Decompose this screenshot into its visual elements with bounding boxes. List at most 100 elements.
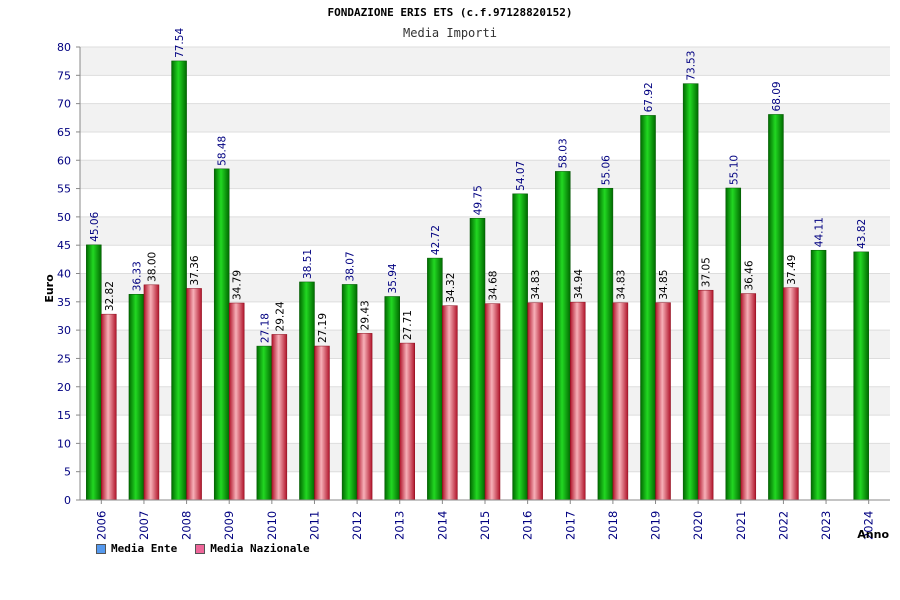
data-label-media-ente-2015: 49.75 xyxy=(473,185,485,215)
y-tick-label: 10 xyxy=(57,437,71,450)
bar-media-ente-2021 xyxy=(725,187,742,501)
bar-media-nazionale-2007 xyxy=(143,284,160,501)
grid-band xyxy=(80,47,890,76)
x-tick-label-2024: 2024 xyxy=(862,511,876,540)
x-tick-label-2015: 2015 xyxy=(478,511,492,540)
data-label-media-ente-2021: 55.10 xyxy=(728,155,740,185)
data-label-media-nazionale-2011: 27.19 xyxy=(317,313,329,343)
bar-media-nazionale-2009 xyxy=(228,302,245,501)
bar-media-ente-2015 xyxy=(469,218,486,501)
x-tick-label-2009: 2009 xyxy=(222,511,236,540)
legend-swatch-media-nazionale xyxy=(195,543,206,554)
data-label-media-nazionale-2020: 37.05 xyxy=(701,257,713,287)
data-label-media-ente-2019: 67.92 xyxy=(643,82,655,112)
bar-media-ente-2024 xyxy=(853,251,869,501)
legend-item-media-nazionale: Media Nazionale xyxy=(195,542,310,555)
y-tick-label: 70 xyxy=(57,98,71,111)
bar-media-nazionale-2006 xyxy=(101,313,117,501)
data-label-media-ente-2024: 43.82 xyxy=(856,219,868,249)
bar-media-ente-2007 xyxy=(128,294,145,501)
data-label-media-nazionale-2019: 34.85 xyxy=(658,270,670,300)
data-label-media-ente-2012: 38.07 xyxy=(345,251,357,281)
bar-media-ente-2017 xyxy=(555,171,571,501)
x-tick-label-2021: 2021 xyxy=(734,511,748,540)
y-tick-label: 60 xyxy=(57,154,71,167)
y-tick-label: 30 xyxy=(57,324,71,337)
data-label-media-nazionale-2021: 36.46 xyxy=(743,260,755,290)
x-tick-label-2018: 2018 xyxy=(606,511,620,540)
x-tick-label-2014: 2014 xyxy=(435,511,449,540)
x-tick-label-2007: 2007 xyxy=(137,511,151,540)
data-label-media-ente-2010: 27.18 xyxy=(259,313,271,343)
bar-media-nazionale-2014 xyxy=(442,305,458,501)
bar-media-nazionale-2013 xyxy=(399,342,415,501)
chart-subtitle: Media Importi xyxy=(403,26,497,40)
legend-item-media-ente: Media Ente xyxy=(96,542,177,555)
x-tick-label-2010: 2010 xyxy=(265,511,279,540)
x-tick-label-2017: 2017 xyxy=(563,511,577,540)
bar-media-ente-2016 xyxy=(512,193,528,501)
bar-media-nazionale-2018 xyxy=(612,302,629,501)
x-tick-label-2020: 2020 xyxy=(691,511,705,540)
bar-media-ente-2013 xyxy=(384,296,400,501)
data-label-media-nazionale-2018: 34.83 xyxy=(615,270,627,300)
y-tick-label: 25 xyxy=(57,352,71,365)
chart-title: FONDAZIONE ERIS ETS (c.f.97128820152) xyxy=(327,6,573,19)
y-tick-label: 65 xyxy=(57,126,71,139)
y-tick-label: 80 xyxy=(57,41,71,54)
bar-media-ente-2008 xyxy=(171,60,187,501)
bar-media-nazionale-2016 xyxy=(527,302,543,501)
y-tick-label: 20 xyxy=(57,381,71,394)
x-tick-label-2016: 2016 xyxy=(521,511,535,540)
bar-media-nazionale-2019 xyxy=(655,302,671,501)
data-label-media-nazionale-2017: 34.94 xyxy=(573,269,585,299)
data-label-media-nazionale-2006: 32.82 xyxy=(104,281,116,311)
bar-media-nazionale-2008 xyxy=(186,288,202,501)
grid-band xyxy=(80,103,890,132)
bar-media-ente-2010 xyxy=(256,345,273,501)
bar-media-ente-2011 xyxy=(299,281,315,501)
y-tick-label: 35 xyxy=(57,296,71,309)
data-label-media-nazionale-2009: 34.79 xyxy=(232,270,244,300)
legend: Media Ente Media Nazionale xyxy=(96,542,310,555)
x-tick-label-2006: 2006 xyxy=(94,511,108,540)
y-axis-title: Euro xyxy=(43,274,56,303)
y-tick-label: 5 xyxy=(64,466,71,479)
bar-media-nazionale-2012 xyxy=(356,333,373,501)
legend-label-media-nazionale: Media Nazionale xyxy=(210,542,310,555)
data-label-media-ente-2017: 58.03 xyxy=(558,138,570,168)
bar-media-nazionale-2020 xyxy=(697,289,714,501)
x-tick-label-2008: 2008 xyxy=(180,511,194,540)
x-axis-title: Anno xyxy=(857,528,889,541)
data-label-media-nazionale-2007: 38.00 xyxy=(146,252,158,282)
x-tick-label-2013: 2013 xyxy=(393,511,407,540)
data-label-media-ente-2009: 58.48 xyxy=(217,136,229,166)
data-label-media-ente-2018: 55.06 xyxy=(600,155,612,185)
y-tick-label: 75 xyxy=(57,69,71,82)
x-tick-label-2011: 2011 xyxy=(307,511,321,540)
bar-media-ente-2022 xyxy=(768,114,784,501)
bar-media-nazionale-2011 xyxy=(314,345,330,501)
data-label-media-ente-2011: 38.51 xyxy=(302,249,314,279)
data-label-media-nazionale-2012: 29.43 xyxy=(360,300,372,330)
data-label-media-ente-2007: 36.33 xyxy=(131,261,143,291)
data-label-media-nazionale-2008: 37.36 xyxy=(189,255,201,285)
legend-swatch-media-ente xyxy=(96,543,106,554)
data-label-media-nazionale-2010: 29.24 xyxy=(274,301,286,331)
bar-media-ente-2009 xyxy=(213,168,230,501)
data-label-media-ente-2022: 68.09 xyxy=(771,81,783,111)
data-label-media-ente-2023: 44.11 xyxy=(814,217,826,247)
data-label-media-ente-2020: 73.53 xyxy=(686,51,698,81)
data-label-media-ente-2013: 35.94 xyxy=(387,263,399,293)
y-tick-label: 15 xyxy=(57,409,71,422)
bar-media-nazionale-2010 xyxy=(271,334,288,501)
bar-media-ente-2006 xyxy=(86,244,102,501)
bar-media-nazionale-2017 xyxy=(570,301,586,501)
data-label-media-ente-2016: 54.07 xyxy=(515,161,527,191)
data-label-media-nazionale-2014: 34.32 xyxy=(445,273,457,303)
data-label-media-ente-2014: 42.72 xyxy=(430,225,442,255)
x-tick-label-2012: 2012 xyxy=(350,511,364,540)
bar-media-ente-2012 xyxy=(341,284,358,501)
